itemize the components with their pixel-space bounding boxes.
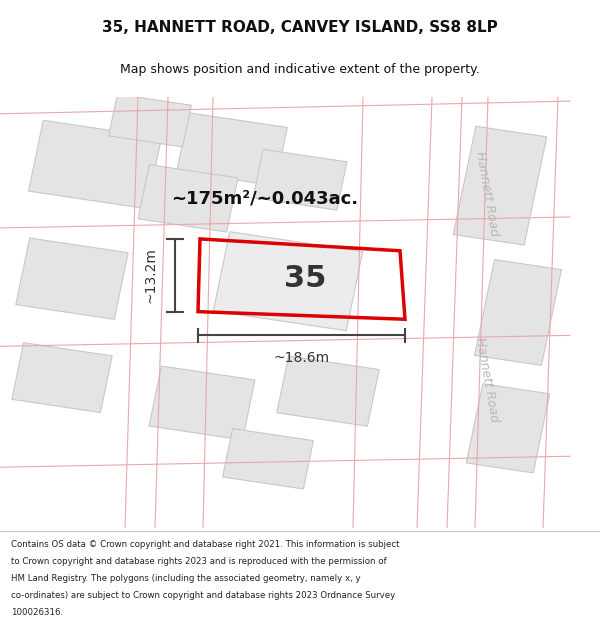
Text: ~18.6m: ~18.6m bbox=[274, 351, 329, 364]
Polygon shape bbox=[149, 366, 255, 440]
Polygon shape bbox=[109, 94, 191, 147]
Text: to Crown copyright and database rights 2023 and is reproduced with the permissio: to Crown copyright and database rights 2… bbox=[11, 557, 386, 566]
Text: Map shows position and indicative extent of the property.: Map shows position and indicative extent… bbox=[120, 63, 480, 76]
Text: 35, HANNETT ROAD, CANVEY ISLAND, SS8 8LP: 35, HANNETT ROAD, CANVEY ISLAND, SS8 8LP bbox=[102, 19, 498, 34]
Text: ~13.2m: ~13.2m bbox=[143, 248, 157, 303]
Polygon shape bbox=[475, 259, 562, 366]
Polygon shape bbox=[277, 356, 379, 426]
Polygon shape bbox=[176, 113, 287, 186]
Polygon shape bbox=[223, 429, 313, 489]
Text: Contains OS data © Crown copyright and database right 2021. This information is : Contains OS data © Crown copyright and d… bbox=[11, 540, 400, 549]
Polygon shape bbox=[12, 342, 112, 412]
Polygon shape bbox=[253, 149, 347, 210]
Polygon shape bbox=[466, 384, 550, 473]
Polygon shape bbox=[138, 164, 238, 232]
Polygon shape bbox=[213, 232, 363, 331]
Text: ~175m²/~0.043ac.: ~175m²/~0.043ac. bbox=[172, 189, 359, 208]
Text: Hannett Road: Hannett Road bbox=[473, 337, 501, 424]
Text: co-ordinates) are subject to Crown copyright and database rights 2023 Ordnance S: co-ordinates) are subject to Crown copyr… bbox=[11, 591, 395, 599]
Text: HM Land Registry. The polygons (including the associated geometry, namely x, y: HM Land Registry. The polygons (includin… bbox=[11, 574, 361, 582]
Text: Hannett Road: Hannett Road bbox=[473, 151, 501, 238]
Text: 100026316.: 100026316. bbox=[11, 608, 63, 616]
Polygon shape bbox=[29, 121, 161, 209]
Text: 35: 35 bbox=[284, 264, 326, 293]
Polygon shape bbox=[16, 238, 128, 319]
Polygon shape bbox=[453, 126, 547, 245]
